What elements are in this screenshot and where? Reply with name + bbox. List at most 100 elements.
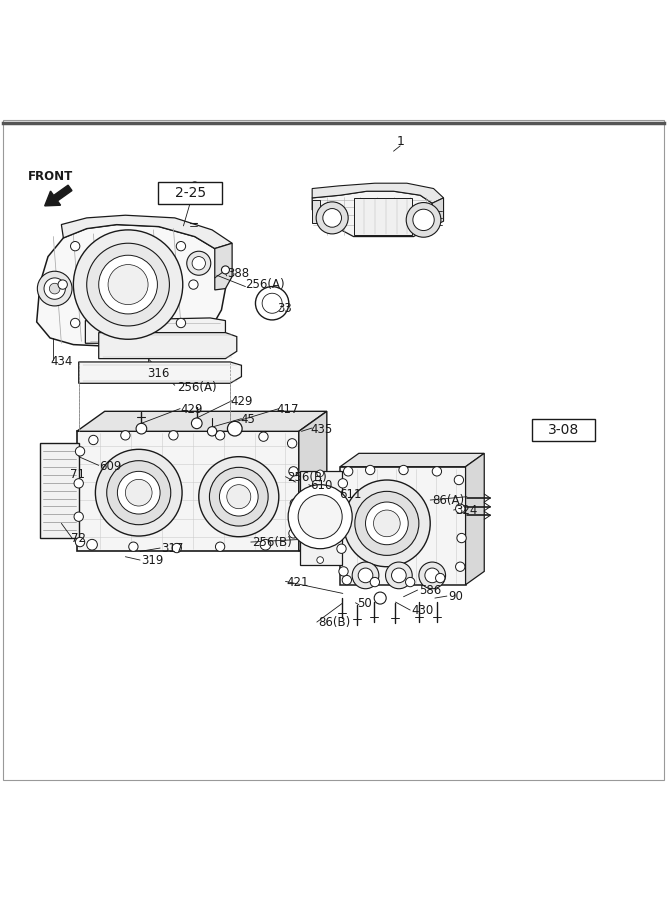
Polygon shape <box>312 200 320 223</box>
Text: 71: 71 <box>70 468 85 482</box>
Text: 610: 610 <box>310 479 333 492</box>
Circle shape <box>176 241 185 251</box>
Circle shape <box>406 578 415 587</box>
Bar <box>532 419 595 441</box>
Circle shape <box>323 209 342 227</box>
Circle shape <box>287 438 297 448</box>
Circle shape <box>87 243 169 326</box>
Polygon shape <box>99 333 237 358</box>
Circle shape <box>374 592 386 604</box>
Circle shape <box>289 528 298 538</box>
Text: 2-25: 2-25 <box>175 186 205 200</box>
Circle shape <box>432 467 442 476</box>
Text: 319: 319 <box>141 554 164 567</box>
Circle shape <box>73 230 183 339</box>
Text: 90: 90 <box>448 590 463 603</box>
Text: 316: 316 <box>147 367 169 381</box>
Text: 256(A): 256(A) <box>245 278 285 291</box>
Circle shape <box>75 537 85 546</box>
Polygon shape <box>215 243 232 290</box>
Circle shape <box>117 472 160 514</box>
Circle shape <box>337 508 346 518</box>
Circle shape <box>58 280 67 289</box>
Text: 324: 324 <box>455 504 478 518</box>
Circle shape <box>74 479 83 488</box>
Circle shape <box>209 467 268 526</box>
Circle shape <box>75 446 85 456</box>
Polygon shape <box>312 191 432 237</box>
Text: 421: 421 <box>287 576 309 589</box>
Polygon shape <box>299 411 327 552</box>
Text: 33: 33 <box>277 302 291 315</box>
Circle shape <box>227 421 242 436</box>
Circle shape <box>199 456 279 536</box>
Polygon shape <box>37 225 225 346</box>
Polygon shape <box>40 444 79 538</box>
Circle shape <box>392 568 406 582</box>
Polygon shape <box>340 454 484 467</box>
Circle shape <box>298 495 342 539</box>
FancyArrow shape <box>45 185 72 206</box>
Circle shape <box>262 293 282 313</box>
Circle shape <box>37 271 72 306</box>
Circle shape <box>337 544 346 554</box>
Circle shape <box>227 485 251 508</box>
Circle shape <box>221 266 229 274</box>
Circle shape <box>108 265 148 304</box>
Polygon shape <box>340 467 466 585</box>
Text: 317: 317 <box>161 542 184 555</box>
Circle shape <box>342 575 352 585</box>
Circle shape <box>219 477 258 516</box>
Circle shape <box>121 431 130 440</box>
Circle shape <box>338 479 348 488</box>
Circle shape <box>456 562 465 572</box>
Polygon shape <box>354 198 412 235</box>
Circle shape <box>136 423 147 434</box>
Text: 429: 429 <box>230 395 253 409</box>
Circle shape <box>355 491 419 555</box>
Text: 1: 1 <box>396 135 404 148</box>
Text: 256(B): 256(B) <box>287 471 327 484</box>
Text: 609: 609 <box>99 460 121 473</box>
Circle shape <box>317 470 323 477</box>
Circle shape <box>71 319 80 328</box>
Text: 417: 417 <box>277 403 299 417</box>
Circle shape <box>399 465 408 474</box>
Circle shape <box>344 467 353 476</box>
Circle shape <box>189 280 198 289</box>
Circle shape <box>366 465 375 474</box>
Circle shape <box>260 539 271 550</box>
Circle shape <box>129 542 138 552</box>
Circle shape <box>316 202 348 234</box>
Circle shape <box>95 449 182 536</box>
Text: 72: 72 <box>71 532 85 545</box>
Circle shape <box>370 578 380 587</box>
Polygon shape <box>432 198 444 227</box>
Circle shape <box>457 534 466 543</box>
Circle shape <box>413 209 434 230</box>
Circle shape <box>74 512 83 521</box>
Circle shape <box>339 567 348 576</box>
Circle shape <box>215 542 225 552</box>
Circle shape <box>259 432 268 441</box>
Text: 3-08: 3-08 <box>548 423 579 437</box>
Polygon shape <box>300 472 342 564</box>
Circle shape <box>125 480 152 506</box>
Circle shape <box>49 284 60 294</box>
Circle shape <box>107 461 171 525</box>
Circle shape <box>191 182 199 190</box>
Circle shape <box>366 502 408 544</box>
Text: 434: 434 <box>50 355 73 368</box>
Text: 256(B): 256(B) <box>252 536 292 549</box>
Circle shape <box>192 256 205 270</box>
Circle shape <box>374 510 400 536</box>
Circle shape <box>71 241 80 251</box>
Circle shape <box>99 256 157 314</box>
Circle shape <box>419 562 446 589</box>
Circle shape <box>289 467 298 476</box>
Circle shape <box>344 480 430 567</box>
Text: 586: 586 <box>419 584 441 598</box>
Polygon shape <box>77 431 299 552</box>
Circle shape <box>187 251 211 275</box>
Circle shape <box>386 562 412 589</box>
